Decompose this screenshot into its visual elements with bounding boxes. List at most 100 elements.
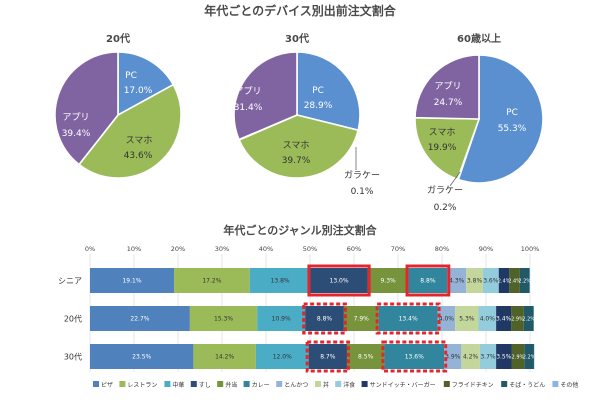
x-tick-label: 20% [171,245,185,253]
bar-segment [479,344,497,369]
legend-swatch [315,381,321,387]
slice-value: 0.1% [351,187,374,197]
x-tick-label: 100% [521,245,540,253]
segment-value: 8.8% [317,316,333,323]
pie-slice [54,51,119,166]
slice-label: スマホ [429,127,456,138]
bar-segment [346,344,385,369]
bar-segment [511,344,525,369]
segment-value: 12.0% [273,354,292,361]
slice-value: 28.9% [304,101,333,111]
bar-segment [466,268,483,293]
segment-value: 4.3% [449,278,465,285]
segment-value: 2.2% [518,279,531,285]
highlight-box [381,340,448,373]
highlight-box [307,264,371,297]
bar-segment [444,344,462,369]
slice-value: 24.7% [434,98,463,108]
bar-segment [408,268,448,293]
bar-legend: ピザ レストラン 中華 すし 弁当 カレー とんかつ 丼 洋食 サンドイッチ・バーガー フライドチキ… [93,381,578,389]
legend-label: カレー [252,382,270,389]
slice-value: 19.9% [428,143,457,153]
legend-swatch [361,381,368,387]
bar-segment [447,268,467,293]
bar-segment [498,268,510,293]
bar-segment [255,344,309,369]
legend-label: サンドイッチ・バーガー [370,381,436,389]
category-label: シニア [58,277,82,286]
pie-subtitle: 20代 [106,32,130,45]
segment-value: 2.9% [512,355,525,361]
segment-value: 3.7% [480,354,496,361]
legend-swatch [243,381,250,387]
slice-label: アプリ [434,81,461,92]
segment-value: 13.8% [271,278,290,285]
x-tick-label: 60% [347,245,361,253]
segment-value: 13.0% [330,278,349,285]
bar-segment [90,344,194,369]
bar-segment [249,268,311,293]
segment-value: 2.4% [508,279,521,285]
x-tick-label: 30% [215,245,229,253]
legend-swatch [443,381,450,387]
segment-value: 4.0% [480,316,496,323]
bar-segment [478,306,497,331]
pie-slice [414,54,480,120]
leader-line [449,171,461,187]
segment-value: 2.2% [523,355,536,361]
legend-swatch [217,381,224,387]
segment-value: 19.1% [122,278,141,285]
bar-segment [174,268,250,293]
segment-value: 4.0% [439,316,455,323]
segment-value: 2.2% [522,317,535,323]
bar-segment [509,268,520,293]
pie-chart-3: 60歳以上 PC 55.3% ガラケー 0.2% スマホ 19.9% アプリ 24.7% [414,32,544,213]
bar-segment [519,268,530,293]
legend-label: すし [199,382,211,389]
legend-swatch [276,381,283,387]
category-label: 20代 [64,314,82,324]
slice-value: 0.2% [434,203,457,213]
segment-value: 14.2% [215,354,234,361]
segment-value: 22.7% [130,316,149,323]
highlight-box [305,340,350,373]
legend-swatch [119,381,126,387]
bar-segment [378,306,438,331]
segment-value: 15.3% [214,316,233,323]
bar-section-title: 年代ごとのジャンル別注文割合 [223,223,377,237]
pie-subtitle: 60歳以上 [457,32,501,45]
bar-segment [367,268,409,293]
legend-swatch [190,381,197,387]
pie-slice [117,51,175,117]
bar-segment [496,344,512,369]
category-label: 30代 [64,352,82,362]
pie-slice [238,114,360,179]
bar-segment [461,344,480,369]
bar-segment [437,306,456,331]
legend-swatch [335,381,342,387]
bar-segment [523,306,534,331]
x-tick-label: 80% [435,245,449,253]
x-tick-label: 40% [259,245,273,253]
pie-charts: 20代PC17.0%スマホ43.6%アプリ39.4%30代PC28.9%スマホ3… [54,32,544,213]
slice-value: 43.6% [124,151,153,161]
bar-segment [193,344,256,369]
x-tick-label: 90% [479,245,493,253]
segment-value: 8.7% [320,354,336,361]
legend-label: レストラン [127,382,157,389]
slice-value: 31.4% [234,103,263,113]
legend-label: そば・うどん [509,381,545,389]
segment-value: 13.4% [399,316,418,323]
bar-segment [90,306,190,331]
slice-label: アプリ [62,112,89,123]
pie-subtitle: 30代 [285,32,309,45]
legend-label: 丼 [323,381,329,389]
segment-value: 8.5% [358,354,374,361]
segment-value: 17.2% [202,278,221,285]
bar-segment [308,344,347,369]
slice-label: ガラケー [344,170,380,181]
slice-value: 55.3% [498,124,527,134]
x-tick-label: 70% [391,245,405,253]
x-tick-label: 0% [85,245,95,253]
bar-segment [524,344,534,369]
